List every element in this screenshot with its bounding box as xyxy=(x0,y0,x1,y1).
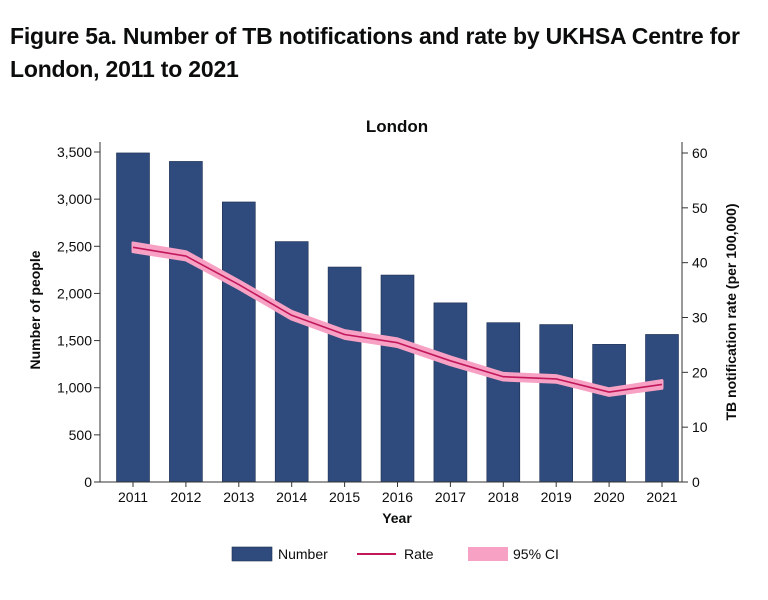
x-axis-title: Year xyxy=(382,510,412,526)
right-tick-label: 0 xyxy=(692,474,700,490)
bar-2018 xyxy=(486,322,521,483)
right-tick-label: 40 xyxy=(692,255,708,271)
legend-swatch-number xyxy=(231,546,273,562)
x-tick-label: 2021 xyxy=(646,489,677,505)
bar-2017 xyxy=(433,302,468,483)
bar-2014 xyxy=(274,241,309,483)
x-tick-label: 2011 xyxy=(118,489,148,505)
bar-2012 xyxy=(169,161,203,483)
x-tick-label: 2017 xyxy=(435,489,466,505)
ci-band xyxy=(131,241,664,397)
x-tick-label: 2020 xyxy=(594,489,625,505)
bar-2011 xyxy=(116,152,150,483)
right-tick-label: 30 xyxy=(692,310,708,326)
x-tick-label: 2014 xyxy=(276,489,307,505)
left-tick-label: 2,000 xyxy=(57,285,92,301)
x-tick-label: 2019 xyxy=(541,489,572,505)
bar-2020 xyxy=(592,344,626,483)
left-tick-label: 0 xyxy=(84,474,92,490)
x-axis-ticks: 2011 2012 2013 2014 2015 2016 2017 2018 2019 2020… xyxy=(118,482,678,505)
rate-line-series xyxy=(132,246,663,393)
bar-2016 xyxy=(380,274,415,483)
rate-line xyxy=(132,246,663,393)
right-tick-label: 50 xyxy=(692,200,708,216)
right-tick-label: 60 xyxy=(692,145,708,161)
left-tick-label: 500 xyxy=(69,427,93,443)
figure-title: Figure 5a. Number of TB notifications an… xyxy=(10,23,740,82)
right-axis-ticks: 0 10 20 30 40 50 60 xyxy=(682,145,708,490)
x-tick-label: 2016 xyxy=(382,489,413,505)
legend-swatch-ci xyxy=(468,547,508,561)
right-tick-label: 10 xyxy=(692,419,708,435)
left-tick-label: 3,500 xyxy=(57,144,92,160)
legend-label-rate: Rate xyxy=(404,546,434,562)
right-tick-label: 20 xyxy=(692,364,708,380)
left-tick-label: 3,000 xyxy=(57,191,92,207)
chart-title: London xyxy=(366,117,428,136)
bar-2021 xyxy=(645,334,679,483)
x-tick-label: 2012 xyxy=(170,489,201,505)
bar-2013 xyxy=(222,201,256,483)
left-axis-ticks: 0 500 1,000 1,500 2,000 2,500 3,000 3,500 xyxy=(57,144,100,490)
legend-label-number: Number xyxy=(278,546,328,562)
chart-legend: Number Rate 95% CI xyxy=(231,546,559,562)
bar-2015 xyxy=(327,266,362,483)
left-tick-label: 2,500 xyxy=(57,238,92,254)
right-axis-title: TB notification rate (per 100,000) xyxy=(723,203,739,420)
left-tick-label: 1,500 xyxy=(57,333,92,349)
left-tick-label: 1,000 xyxy=(57,380,92,396)
bar-2019 xyxy=(539,324,574,483)
x-tick-label: 2018 xyxy=(488,489,519,505)
bar-series xyxy=(116,152,679,483)
legend-label-ci: 95% CI xyxy=(513,546,559,562)
ci-band-series xyxy=(131,241,664,397)
x-tick-label: 2015 xyxy=(329,489,360,505)
x-tick-label: 2013 xyxy=(223,489,254,505)
left-axis-title: Number of people xyxy=(27,250,43,369)
